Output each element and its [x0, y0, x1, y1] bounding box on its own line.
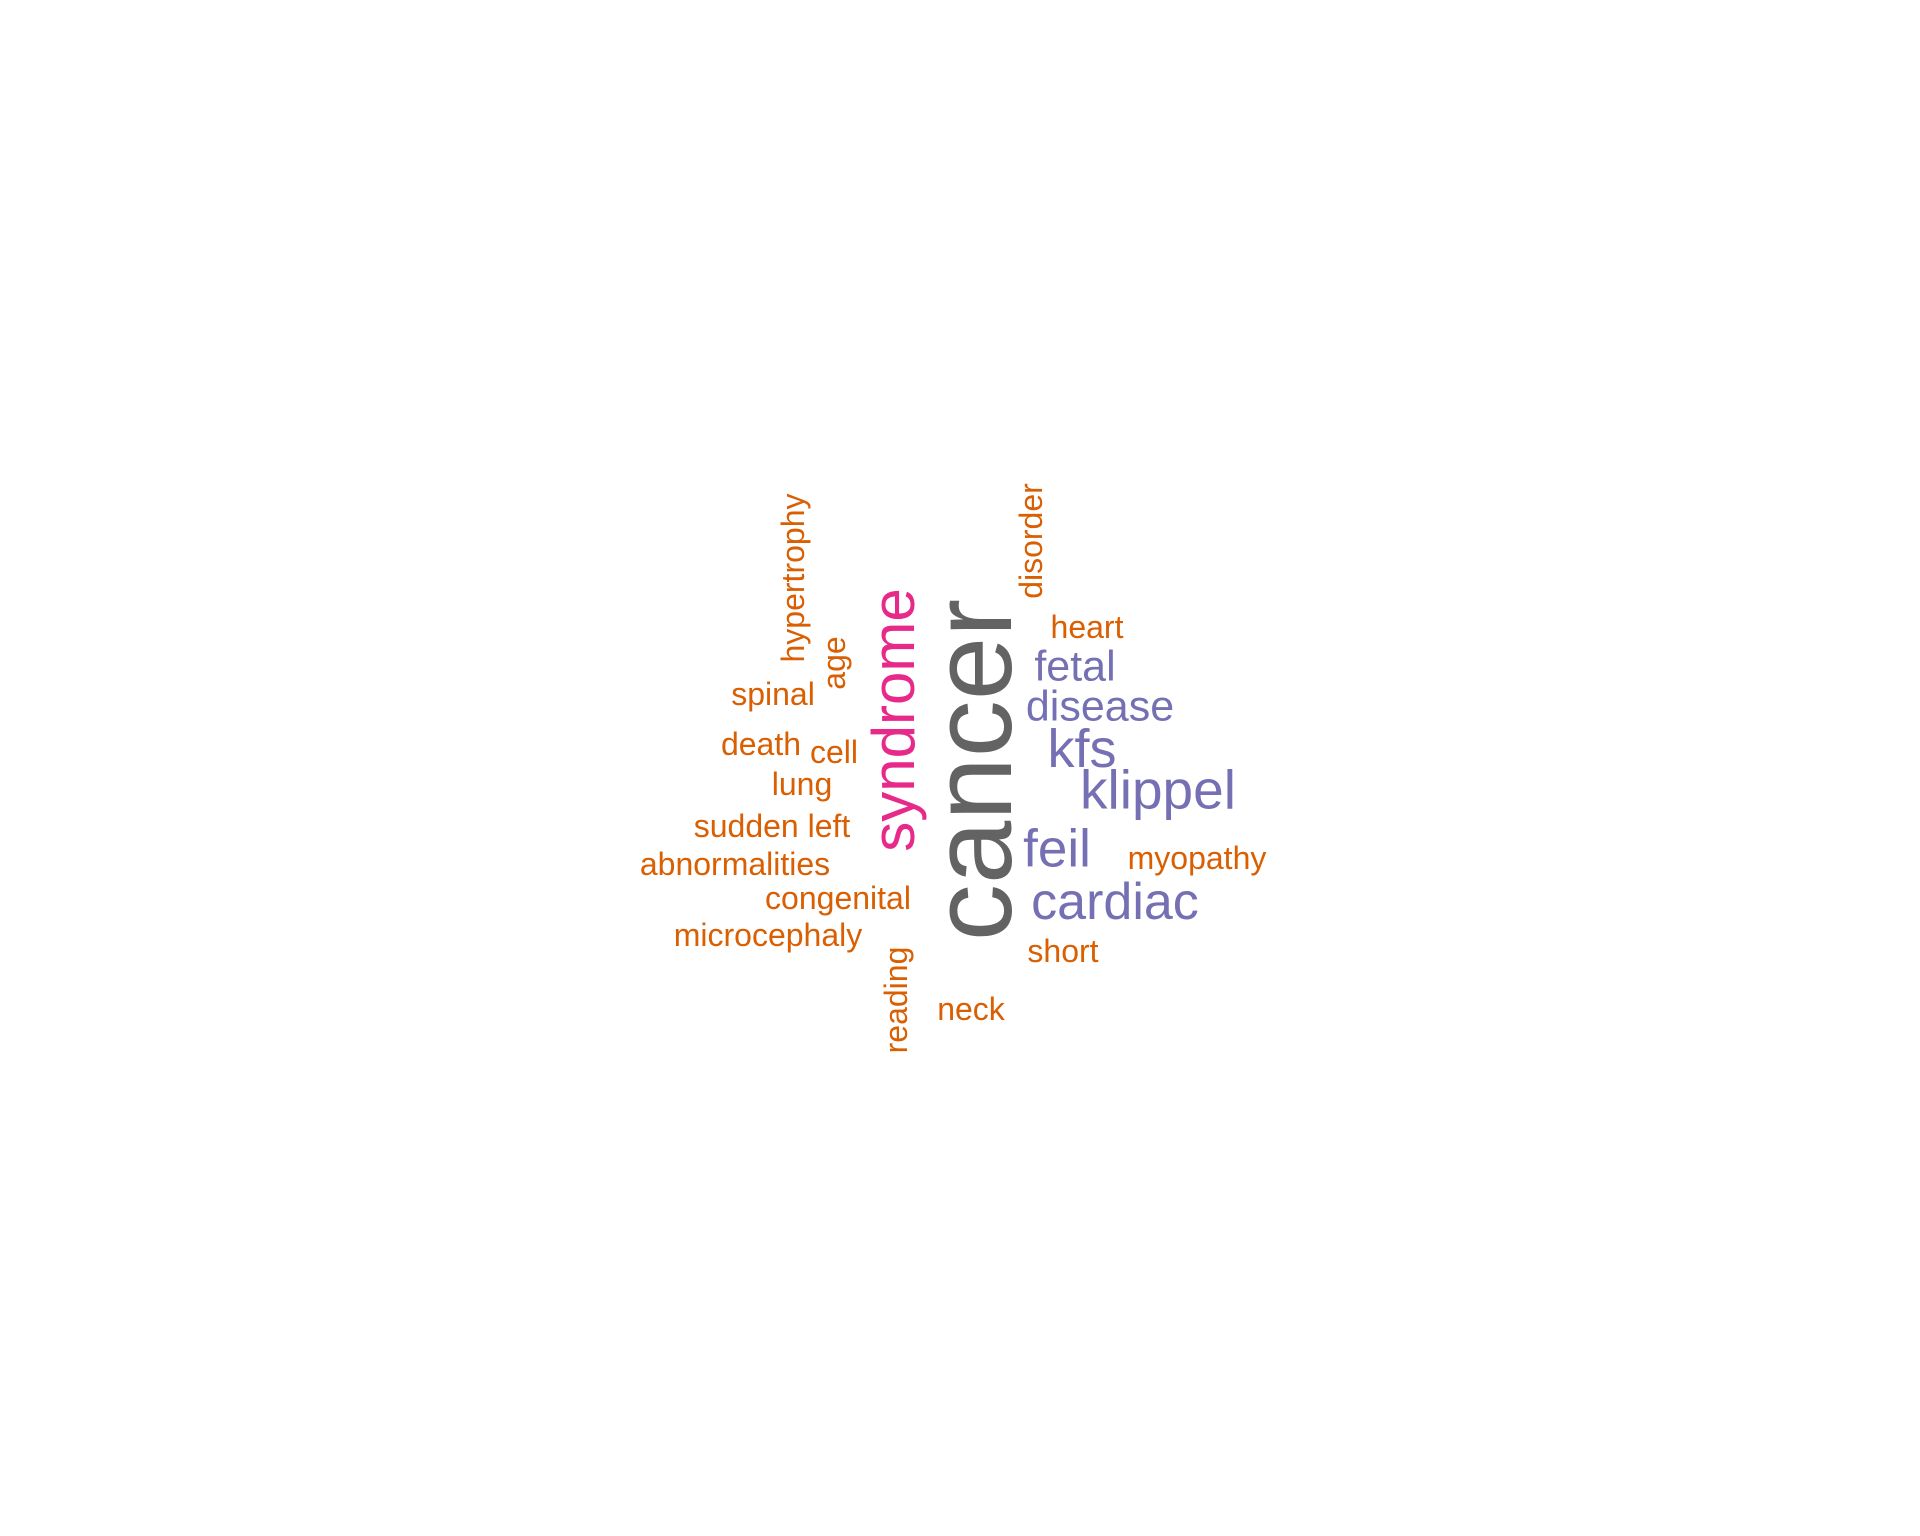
word-fetal: fetal	[1034, 642, 1116, 691]
word-cardiac: cardiac	[1031, 873, 1199, 931]
word-cancer: cancer	[909, 598, 1036, 942]
word-congenital: congenital	[765, 880, 911, 916]
word-abnormalities: abnormalities	[639, 846, 831, 882]
word-spinal: spinal	[731, 676, 815, 712]
word-lung: lung	[771, 766, 833, 802]
word-reading: reading	[878, 946, 914, 1054]
word-hypertrophy: hypertrophy	[775, 493, 811, 663]
word-death: death	[720, 726, 802, 762]
word-cell: cell	[809, 734, 859, 770]
word-short: short	[1027, 933, 1099, 969]
word-age: age	[816, 636, 852, 690]
word-feil: feil	[1023, 819, 1091, 879]
word-neck: neck	[937, 991, 1005, 1027]
word-heart: heart	[1050, 609, 1124, 645]
word-klippel: klippel	[1080, 758, 1236, 821]
word-disorder: disorder	[1013, 483, 1049, 599]
word-syndrome: syndrome	[860, 588, 927, 852]
word-sudden-left: sudden left	[693, 808, 851, 844]
word-kfs: kfs	[1047, 719, 1117, 779]
word-disease: disease	[1025, 682, 1175, 731]
word-microcephaly: microcephaly	[673, 917, 863, 953]
word-myopathy: myopathy	[1127, 840, 1267, 876]
